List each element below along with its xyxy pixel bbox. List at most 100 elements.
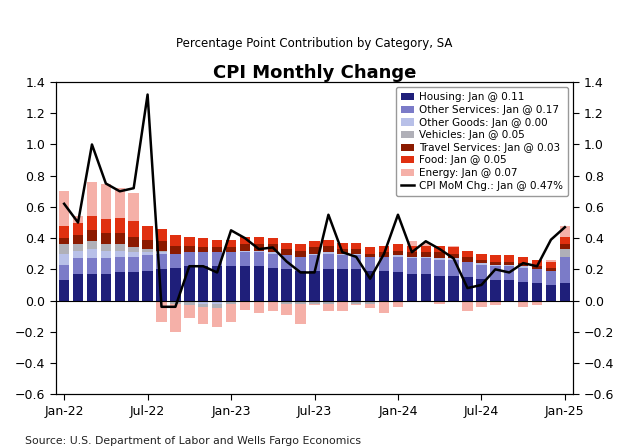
Bar xyxy=(560,257,570,283)
Bar xyxy=(281,304,292,314)
Bar xyxy=(518,263,528,266)
Bar xyxy=(267,301,278,302)
Bar xyxy=(296,257,306,271)
Bar xyxy=(406,252,417,257)
Bar xyxy=(240,244,250,251)
Bar xyxy=(309,301,320,304)
Bar xyxy=(296,251,306,257)
Bar xyxy=(87,241,97,249)
Bar xyxy=(448,248,459,254)
Bar xyxy=(198,307,208,324)
Bar xyxy=(532,302,542,305)
Bar xyxy=(170,246,181,254)
Bar xyxy=(101,251,111,258)
Bar xyxy=(156,252,167,254)
Bar xyxy=(406,274,417,301)
Bar xyxy=(184,301,194,302)
Bar xyxy=(546,268,556,271)
Bar xyxy=(392,302,403,307)
Bar xyxy=(101,258,111,274)
Bar xyxy=(448,254,459,258)
Bar xyxy=(476,279,487,301)
Bar xyxy=(435,276,445,301)
Bar xyxy=(560,244,570,249)
Bar xyxy=(59,244,69,254)
Bar xyxy=(128,236,139,248)
Bar xyxy=(462,257,473,261)
Bar xyxy=(253,251,264,252)
Bar xyxy=(351,254,362,255)
Bar xyxy=(560,226,570,236)
Bar xyxy=(504,261,515,264)
Bar xyxy=(448,260,459,276)
Bar xyxy=(87,182,97,216)
Bar xyxy=(128,273,139,301)
Bar xyxy=(392,251,403,255)
Bar xyxy=(170,254,181,268)
Bar xyxy=(170,235,181,246)
Bar xyxy=(240,251,250,252)
Bar xyxy=(184,236,194,246)
Bar xyxy=(240,301,250,302)
Bar xyxy=(142,226,153,240)
Bar xyxy=(212,266,223,301)
Bar xyxy=(240,302,250,310)
Bar xyxy=(323,304,333,311)
Bar xyxy=(114,251,125,257)
Bar xyxy=(323,301,333,304)
Bar xyxy=(518,268,528,282)
Bar xyxy=(504,280,515,301)
Bar xyxy=(365,257,376,271)
Bar xyxy=(267,268,278,301)
Bar xyxy=(392,301,403,302)
Bar xyxy=(490,264,501,266)
Bar xyxy=(379,252,389,257)
Bar xyxy=(253,236,264,244)
Bar xyxy=(560,283,570,301)
Bar xyxy=(379,301,389,302)
Bar xyxy=(421,258,431,274)
Bar xyxy=(253,302,264,313)
Bar xyxy=(323,269,333,301)
Bar xyxy=(87,249,97,258)
Bar xyxy=(142,240,153,249)
Bar xyxy=(59,238,69,244)
Bar xyxy=(114,218,125,233)
Bar xyxy=(101,244,111,251)
Bar xyxy=(476,254,487,260)
Bar xyxy=(73,274,83,301)
Bar xyxy=(323,252,333,254)
Bar xyxy=(351,269,362,301)
Bar xyxy=(212,248,223,252)
Bar xyxy=(490,255,501,261)
Bar xyxy=(240,236,250,244)
Bar xyxy=(448,276,459,301)
Title: CPI Monthly Change: CPI Monthly Change xyxy=(213,64,416,82)
Bar xyxy=(532,260,542,266)
Bar xyxy=(337,255,348,269)
Bar xyxy=(128,248,139,252)
Bar xyxy=(309,241,320,248)
Bar xyxy=(170,302,181,304)
Bar xyxy=(351,249,362,254)
Bar xyxy=(156,241,167,251)
Bar xyxy=(73,223,83,235)
Bar xyxy=(240,266,250,301)
Bar xyxy=(435,301,445,304)
Text: Percentage Point Contribution by Category, SA: Percentage Point Contribution by Categor… xyxy=(176,37,453,50)
Bar xyxy=(253,252,264,266)
Bar xyxy=(156,251,167,252)
Bar xyxy=(253,266,264,301)
Bar xyxy=(226,266,237,301)
Bar xyxy=(351,255,362,269)
Bar xyxy=(560,236,570,244)
Bar xyxy=(226,301,237,304)
Bar xyxy=(518,257,528,263)
Bar xyxy=(309,248,320,254)
Bar xyxy=(73,216,83,223)
Bar xyxy=(351,301,362,304)
Bar xyxy=(323,254,333,269)
Bar xyxy=(476,260,487,263)
Bar xyxy=(421,246,431,252)
Bar xyxy=(267,238,278,244)
